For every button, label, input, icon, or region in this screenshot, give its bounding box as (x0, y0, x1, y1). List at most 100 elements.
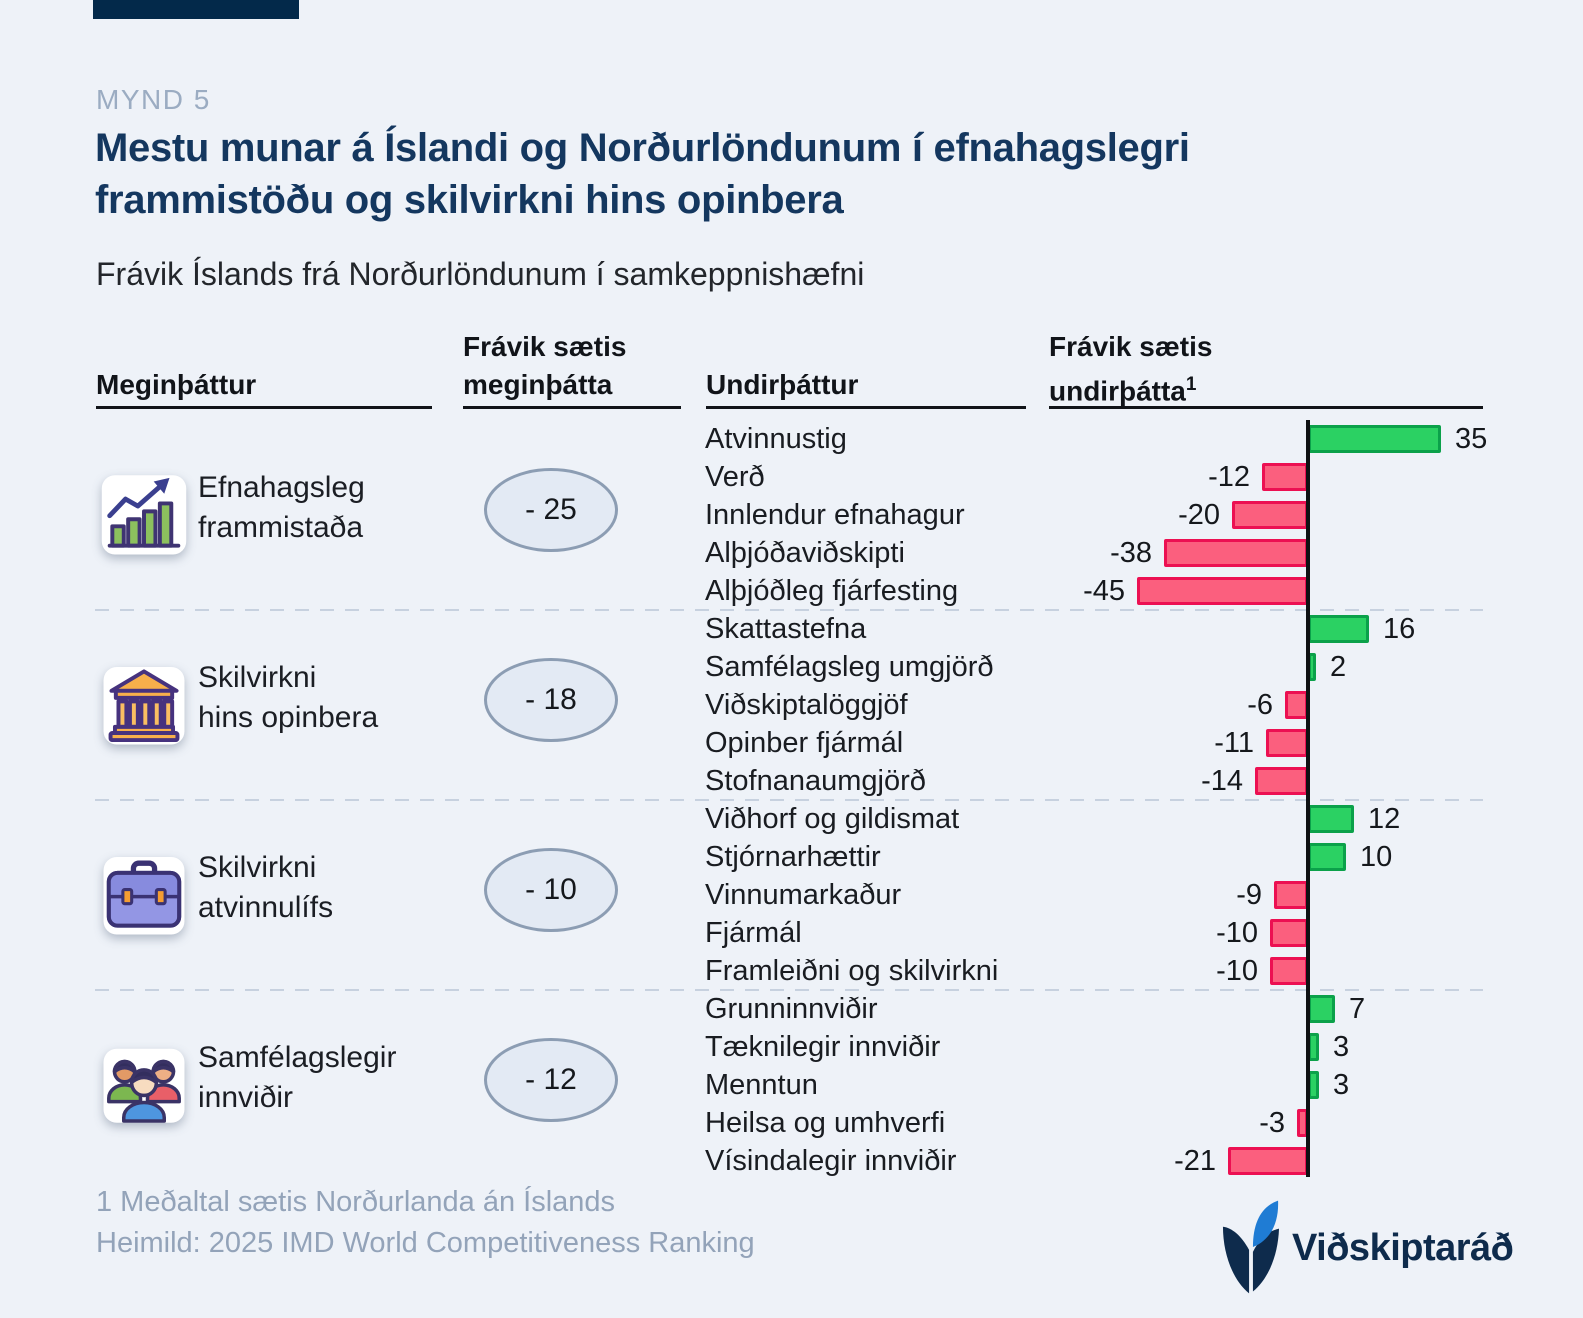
chart-baseline-axis (1306, 420, 1310, 1177)
subfactor-row: Stjórnarhættir 10 (705, 838, 1483, 876)
negative-bar (1270, 957, 1308, 985)
value-label: -11 (1214, 727, 1254, 759)
bar-cell: 10 (1035, 838, 1483, 876)
subfactor-row: Stofnanaumgjörð -14 (705, 762, 1483, 800)
group-separator (95, 609, 1483, 611)
subfactor-row: Skattastefna 16 (705, 610, 1483, 648)
subfactor-row: Alþjóðaviðskipti -38 (705, 534, 1483, 572)
subfactor-label: Heilsa og umhverfi (705, 1107, 946, 1139)
column-header-sub-deviation: Frávik sætis undirþátta1 (1049, 331, 1213, 407)
subfactor-rows: Atvinnustig 35 Verð -12 Innlendur efnahagur -… (705, 420, 1487, 610)
vidskiptarad-logo-mark (1222, 1200, 1280, 1294)
subfactor-rows: Viðhorf og gildismat 12 Stjórnarhættir 10 Vi… (705, 800, 1483, 990)
positive-bar (1308, 615, 1369, 643)
group-row-societal-infrastructure: Samfélagslegir innviðir - 12 Grunninnvið… (0, 990, 1583, 1180)
bar-cell: -11 (1035, 724, 1483, 762)
value-label: -3 (1259, 1107, 1285, 1139)
bar-cell: -21 (1035, 1142, 1483, 1180)
value-label: -9 (1236, 879, 1262, 911)
subfactor-row: Vísindalegir innviðir -21 (705, 1142, 1483, 1180)
subfactor-row: Viðhorf og gildismat 12 (705, 800, 1483, 838)
vidskiptarad-logo: Viðskiptaráð (1222, 1198, 1514, 1298)
bar-cell: -10 (1035, 952, 1483, 990)
group-row-business-efficiency: Skilvirkni atvinnulífs - 10 Viðhorf og g… (0, 800, 1583, 990)
group-separator (95, 799, 1483, 801)
group-label: Skilvirkni atvinnulífs (198, 851, 334, 924)
footnote-marker: 1 (1185, 374, 1197, 395)
deviation-badge: - 12 (484, 1038, 618, 1122)
group-row-economic-performance: Efnahagsleg frammistaða - 25 Atvinnustig… (0, 420, 1583, 610)
subfactor-row: Framleiðni og skilvirkni -10 (705, 952, 1483, 990)
positive-bar (1308, 425, 1441, 453)
value-label: -45 (1083, 575, 1125, 607)
bar-cell: 35 (1035, 420, 1487, 458)
subfactor-label: Opinber fjármál (705, 727, 904, 759)
value-label: -10 (1216, 917, 1258, 949)
value-label: 3 (1333, 1031, 1350, 1063)
source-note: Heimild: 2025 IMD World Competitiveness … (96, 1227, 755, 1259)
negative-bar (1255, 767, 1308, 795)
subfactor-label: Vinnumarkaður (705, 879, 902, 911)
brand-top-bar (93, 0, 299, 19)
subfactor-label: Samfélagsleg umgjörð (705, 651, 994, 683)
value-label: -38 (1110, 537, 1152, 569)
column-header-main-factor: Meginþáttur (96, 369, 257, 400)
briefcase-icon (100, 850, 188, 938)
bar-cell: -12 (1035, 458, 1483, 496)
group-row-government-efficiency: Skilvirkni hins opinbera - 18 Skattastef… (0, 610, 1583, 800)
bar-cell: -20 (1035, 496, 1483, 534)
bar-cell: -9 (1035, 876, 1483, 914)
subfactor-rows: Grunninnviðir 7 Tæknilegir innviðir 3 Menntu… (705, 990, 1483, 1180)
footnote: 1 Meðaltal sætis Norðurlanda án Íslands (96, 1186, 616, 1218)
subfactor-label: Fjármál (705, 917, 802, 949)
value-label: 10 (1360, 841, 1393, 873)
subfactor-label: Verð (705, 461, 765, 493)
subfactor-row: Samfélagsleg umgjörð 2 (705, 648, 1483, 686)
subfactor-row: Innlendur efnahagur -20 (705, 496, 1483, 534)
bar-cell: -6 (1035, 686, 1483, 724)
subfactor-row: Opinber fjármál -11 (705, 724, 1483, 762)
bar-cell: -3 (1035, 1104, 1483, 1142)
subfactor-row: Fjármál -10 (705, 914, 1483, 952)
negative-bar (1262, 463, 1308, 491)
bar-cell: -38 (1035, 534, 1483, 572)
value-label: 16 (1383, 613, 1416, 645)
negative-bar (1228, 1147, 1308, 1175)
value-label: -12 (1208, 461, 1250, 493)
logo-text: Viðskiptaráð (1292, 1226, 1514, 1269)
subfactor-row: Alþjóðleg fjárfesting -45 (705, 572, 1483, 610)
bar-cell: -45 (1035, 572, 1483, 610)
column-header-main-deviation: Frávik sætis meginþátta (463, 331, 627, 400)
people-group-icon (100, 1040, 188, 1128)
subfactor-label: Alþjóðaviðskipti (705, 537, 905, 569)
header-underline (1049, 406, 1483, 409)
value-label: -14 (1201, 765, 1243, 797)
value-label: -20 (1178, 499, 1220, 531)
subfactor-label: Menntun (705, 1069, 818, 1101)
subfactor-rows: Skattastefna 16 Samfélagsleg umgjörð 2 Viðsk… (705, 610, 1483, 800)
value-label: 7 (1349, 993, 1366, 1025)
positive-bar (1308, 843, 1346, 871)
group-label: Efnahagsleg frammistaða (198, 471, 365, 544)
value-label: -10 (1216, 955, 1258, 987)
subfactor-label: Framleiðni og skilvirkni (705, 955, 999, 987)
group-separator (95, 989, 1483, 991)
value-label: 2 (1330, 651, 1347, 683)
deviation-badge: - 10 (484, 848, 618, 932)
value-label: -21 (1174, 1145, 1216, 1177)
subfactor-row: Verð -12 (705, 458, 1483, 496)
chart-subtitle: Frávik Íslands frá Norðurlöndunum í samk… (96, 256, 865, 292)
government-building-icon (100, 660, 188, 748)
positive-bar (1308, 995, 1335, 1023)
negative-bar (1137, 577, 1308, 605)
bar-cell: 16 (1035, 610, 1483, 648)
bar-cell: -14 (1035, 762, 1483, 800)
column-header-sub-factor: Undirþáttur (706, 369, 859, 400)
subfactor-label: Innlendur efnahagur (705, 499, 965, 531)
bar-cell: 3 (1035, 1066, 1483, 1104)
value-label: -6 (1247, 689, 1273, 721)
subfactor-row: Vinnumarkaður -9 (705, 876, 1483, 914)
group-label: Skilvirkni hins opinbera (198, 661, 379, 734)
subfactor-label: Viðskiptalöggjöf (705, 689, 908, 721)
